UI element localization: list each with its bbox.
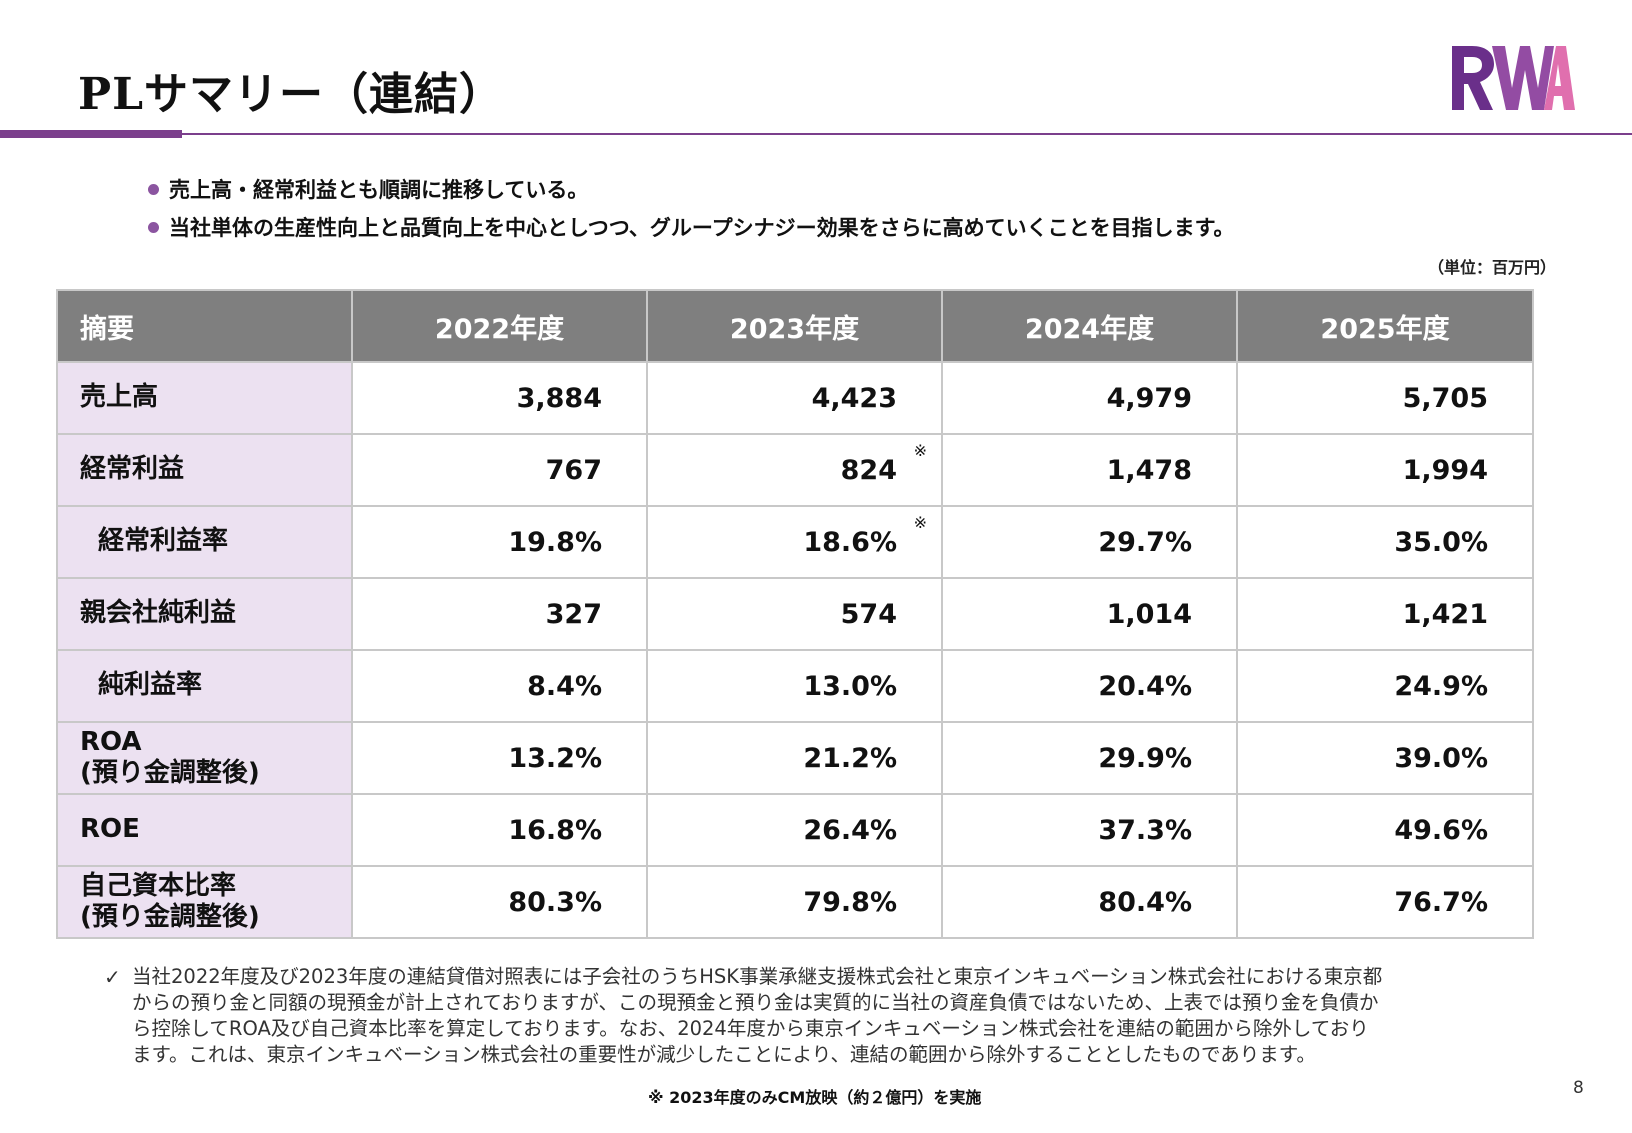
bullet-item: 売上高・経常利益とも順調に推移している。 <box>148 170 1548 208</box>
table-cell: 16.8% <box>351 793 648 867</box>
table-header-row: 摘要 2022年度 2023年度 2024年度 2025年度 <box>56 289 1534 363</box>
row-label: 自己資本比率 (預り金調整後) <box>56 865 353 939</box>
bullet-text: 売上高・経常利益とも順調に推移している。 <box>169 178 589 202</box>
row-label: 純利益率 <box>56 649 353 723</box>
table-cell: 574 <box>646 577 943 651</box>
table-row: ROA (預り金調整後) 13.2% 21.2% 29.9% 39.0% <box>56 721 1534 795</box>
table-cell: 1,014 <box>941 577 1238 651</box>
table-cell: 4,979 <box>941 361 1238 435</box>
row-label-line: (預り金調整後) <box>80 758 260 788</box>
table-cell: 49.6% <box>1236 793 1534 867</box>
table-row: ROE 16.8% 26.4% 37.3% 49.6% <box>56 793 1534 867</box>
table-row: 経常利益 767 824 ※ 1,478 1,994 <box>56 433 1534 507</box>
table-cell: 37.3% <box>941 793 1238 867</box>
table-cell: 35.0% <box>1236 505 1534 579</box>
note-line: 当社2022年度及び2023年度の連結貸借対照表には子会社のうちHSK事業承継支… <box>132 965 1383 988</box>
table-cell: 18.6% ※ <box>646 505 943 579</box>
table-cell: 824 ※ <box>646 433 943 507</box>
table-cell: 24.9% <box>1236 649 1534 723</box>
column-header: 2025年度 <box>1236 289 1534 363</box>
column-header: 2022年度 <box>351 289 648 363</box>
table-cell: 3,884 <box>351 361 648 435</box>
row-label: 売上高 <box>56 361 353 435</box>
table-cell: 1,994 <box>1236 433 1534 507</box>
bullet-item: 当社単体の生産性向上と品質向上を中心としつつ、グループシナジー効果をさらに高めて… <box>148 208 1548 246</box>
footnote-mark: ※ <box>913 441 927 460</box>
table-cell: 1,421 <box>1236 577 1534 651</box>
company-logo <box>1452 46 1575 110</box>
table-cell: 76.7% <box>1236 865 1534 939</box>
cell-value: 824 <box>840 454 897 486</box>
note-line: ます。これは、東京インキュベーション株式会社の重要性が減少したことにより、連結の… <box>132 1043 1316 1066</box>
cm-footnote: ※ 2023年度のみCM放映（約２億円）を実施 <box>648 1088 982 1107</box>
note-line: からの預り金と同額の現預金が計上されておりますが、この現預金と預り金は実質的に当… <box>132 991 1379 1014</box>
cell-value: 18.6% <box>803 526 897 558</box>
row-label-line: 自己資本比率 <box>80 870 237 901</box>
pl-summary-table: 摘要 2022年度 2023年度 2024年度 2025年度 売上高 3,884… <box>56 289 1534 939</box>
row-label: 親会社純利益 <box>56 577 353 651</box>
page-title: PLサマリー（連結） <box>78 69 505 120</box>
table-cell: 21.2% <box>646 721 943 795</box>
logo-letter-r <box>1452 46 1494 110</box>
table-row: 純利益率 8.4% 13.0% 20.4% 24.9% <box>56 649 1534 723</box>
page-number: 8 <box>1573 1078 1584 1098</box>
table-cell: 26.4% <box>646 793 943 867</box>
column-header: 2024年度 <box>941 289 1238 363</box>
table-cell: 39.0% <box>1236 721 1534 795</box>
table-cell: 29.7% <box>941 505 1238 579</box>
table-cell: 4,423 <box>646 361 943 435</box>
row-label: ROE <box>56 793 353 867</box>
table-row: 売上高 3,884 4,423 4,979 5,705 <box>56 361 1534 435</box>
title-divider-accent <box>0 130 182 138</box>
column-header: 2023年度 <box>646 289 943 363</box>
table-cell: 80.3% <box>351 865 648 939</box>
row-label-line: (預り金調整後) <box>80 902 260 932</box>
note-line: ら控除してROA及び自己資本比率を算定しております。なお、2024年度から東京イ… <box>132 1017 1369 1040</box>
table-row: 自己資本比率 (預り金調整後) 80.3% 79.8% 80.4% 76.7% <box>56 865 1534 939</box>
table-cell: 13.2% <box>351 721 648 795</box>
table-row: 経常利益率 19.8% 18.6% ※ 29.7% 35.0% <box>56 505 1534 579</box>
table-cell: 19.8% <box>351 505 648 579</box>
logo-letter-w <box>1492 46 1554 110</box>
note-text: 当社2022年度及び2023年度の連結貸借対照表には子会社のうちHSK事業承継支… <box>132 964 1544 1068</box>
row-label: 経常利益 <box>56 433 353 507</box>
table-cell: 327 <box>351 577 648 651</box>
adjustment-note: ✓ 当社2022年度及び2023年度の連結貸借対照表には子会社のうちHSK事業承… <box>104 964 1544 1068</box>
table-cell: 29.9% <box>941 721 1238 795</box>
table-cell: 80.4% <box>941 865 1238 939</box>
column-header: 摘要 <box>56 289 353 363</box>
table-cell: 5,705 <box>1236 361 1534 435</box>
row-label: ROA (預り金調整後) <box>56 721 353 795</box>
row-label: 経常利益率 <box>56 505 353 579</box>
summary-bullets: 売上高・経常利益とも順調に推移している。 当社単体の生産性向上と品質向上を中心と… <box>148 170 1548 246</box>
table-cell: 767 <box>351 433 648 507</box>
checkmark-icon: ✓ <box>104 965 121 989</box>
table-row: 親会社純利益 327 574 1,014 1,421 <box>56 577 1534 651</box>
title-divider <box>0 133 1632 135</box>
bullet-text: 当社単体の生産性向上と品質向上を中心としつつ、グループシナジー効果をさらに高めて… <box>169 216 1235 240</box>
row-label-line: ROA <box>80 726 142 757</box>
bullet-dot-icon <box>148 221 159 233</box>
table-cell: 8.4% <box>351 649 648 723</box>
logo-letter-a <box>1544 46 1575 110</box>
table-cell: 79.8% <box>646 865 943 939</box>
table-cell: 20.4% <box>941 649 1238 723</box>
footnote-mark: ※ <box>913 513 927 532</box>
table-cell: 1,478 <box>941 433 1238 507</box>
bullet-dot-icon <box>148 183 159 195</box>
unit-label: （単位：百万円） <box>1427 258 1556 277</box>
table-cell: 13.0% <box>646 649 943 723</box>
